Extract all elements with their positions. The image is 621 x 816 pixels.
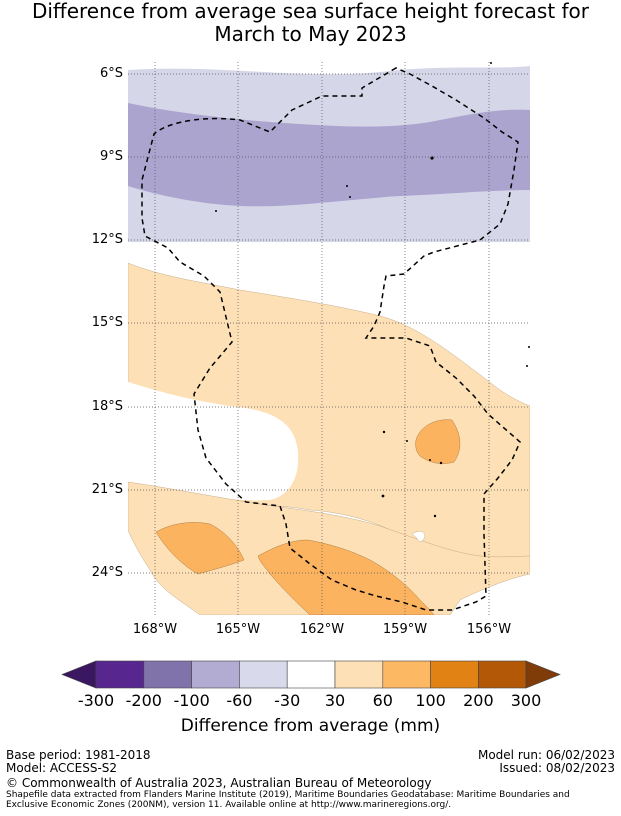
lon-label-159w: 159°W bbox=[382, 622, 428, 637]
colorbar-segment-1 bbox=[95, 660, 145, 689]
colorbar-tick-label: -30 bbox=[274, 691, 301, 710]
light-purple-anomaly-edge bbox=[128, 206, 530, 242]
model-run-text: Model run: 06/02/2023 bbox=[477, 748, 615, 762]
shapefile-credit-line2: Exclusive Economic Zones (200NM), versio… bbox=[6, 800, 452, 810]
dark-purple-anomaly-region bbox=[128, 103, 530, 207]
colorbar-label: Difference from average (mm) bbox=[180, 716, 441, 736]
model-text: Model: ACCESS-S2 bbox=[6, 761, 118, 775]
small-neutral-patch bbox=[411, 531, 426, 542]
lat-label-6s: 6°S bbox=[99, 66, 123, 81]
lat-label-24s: 24°S bbox=[91, 565, 123, 580]
colorbar-segment-7 bbox=[382, 660, 431, 689]
colorbar-tick-label: -100 bbox=[173, 691, 210, 710]
chart-title-line2: March to May 2023 bbox=[214, 22, 407, 46]
colorbar-tick-label: 100 bbox=[415, 691, 446, 710]
colorbar-extend-low bbox=[61, 660, 97, 689]
map-gridlines bbox=[128, 62, 530, 615]
colorbar-segment-8 bbox=[430, 660, 479, 689]
colorbar-tick-label: -60 bbox=[226, 691, 253, 710]
copyright-text: © Commonwealth of Australia 2023, Austra… bbox=[6, 776, 432, 790]
lon-label-165w: 165°W bbox=[215, 622, 261, 637]
colorbar-segment-4 bbox=[239, 660, 288, 689]
colorbar-segment-6 bbox=[334, 660, 384, 689]
issued-text: Issued: 08/02/2023 bbox=[499, 761, 615, 775]
base-period-text: Base period: 1981-2018 bbox=[6, 748, 151, 762]
colorbar-extend-high bbox=[525, 660, 561, 689]
lon-label-162w: 162°W bbox=[299, 622, 345, 637]
colorbar bbox=[61, 660, 561, 689]
colorbar-segment-9 bbox=[478, 660, 527, 689]
colorbar-segment-5 bbox=[286, 660, 336, 689]
lat-label-12s: 12°S bbox=[91, 232, 123, 247]
colorbar-tick-label: 30 bbox=[324, 691, 346, 710]
colorbar-tick-label: 60 bbox=[372, 691, 393, 710]
eez-boundary bbox=[141, 67, 521, 611]
colorbar-segment-3 bbox=[191, 660, 240, 689]
colorbar-tick-label: 200 bbox=[463, 691, 494, 710]
map-plot-area bbox=[128, 62, 530, 615]
colorbar-tick-label: 300 bbox=[510, 691, 542, 710]
colorbar-tick-label: -300 bbox=[77, 691, 115, 710]
lat-label-21s: 21°S bbox=[91, 482, 123, 497]
lon-label-168w: 168°W bbox=[132, 622, 178, 637]
orange-anomaly-patch-south bbox=[257, 539, 435, 615]
chart-title-line1: Difference from average sea surface heig… bbox=[31, 0, 590, 23]
lat-label-9s: 9°S bbox=[99, 149, 123, 164]
island-markers bbox=[215, 62, 530, 518]
orange-anomaly-patch-southwest bbox=[155, 522, 245, 575]
shapefile-credit-line1: Shapefile data extracted from Flanders M… bbox=[6, 790, 570, 800]
colorbar-tick-label: -200 bbox=[125, 691, 162, 710]
lat-label-18s: 18°S bbox=[91, 399, 123, 414]
neutral-anomaly-region bbox=[128, 382, 299, 501]
lon-label-156w: 156°W bbox=[466, 622, 512, 637]
orange-anomaly-patch-east bbox=[415, 419, 461, 464]
colorbar-segment-2 bbox=[143, 660, 192, 689]
lat-label-15s: 15°S bbox=[91, 315, 123, 330]
